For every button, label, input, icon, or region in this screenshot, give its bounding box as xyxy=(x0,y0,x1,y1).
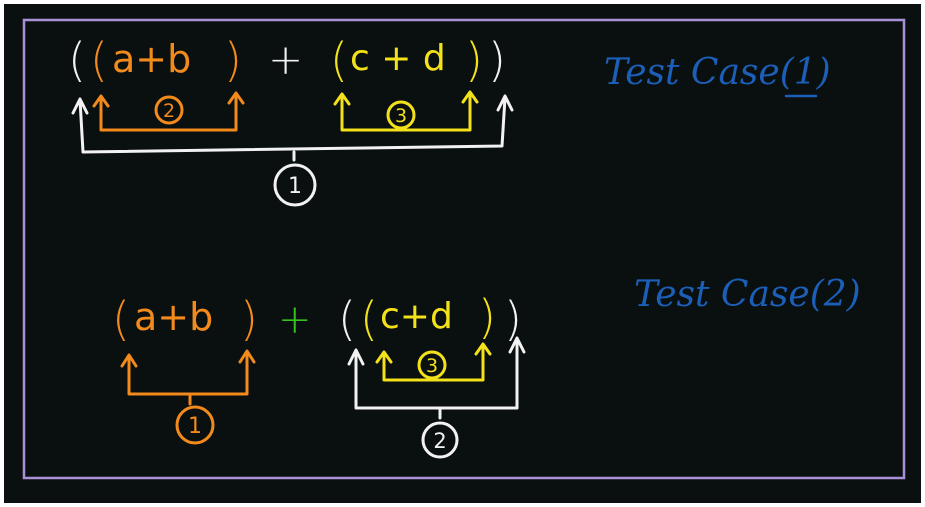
case2-open-outer-paren: ( xyxy=(338,292,356,346)
case2-right-expression: c+d xyxy=(380,296,453,337)
case2-outer-order-number: 2 xyxy=(433,429,446,453)
test-case-1: ( ( a+b ) + ( c + d ) ) 2 3 1 Test Case(… xyxy=(68,33,831,207)
case1-open-right-paren: ( xyxy=(330,33,348,87)
case1-close-left-paren: ) xyxy=(224,33,242,87)
case2-left-expression: a+b xyxy=(134,295,213,339)
case1-right-order-circle xyxy=(386,100,416,130)
case1-right-order-number: 3 xyxy=(395,105,407,127)
case2-close-inner-paren: ) xyxy=(478,290,496,344)
case2-outer-order-circle xyxy=(421,421,459,459)
case1-left-order-circle xyxy=(154,95,184,125)
case1-left-order-number: 2 xyxy=(163,100,175,122)
case1-left-pair-bracket: 2 xyxy=(92,91,245,132)
case2-inner-pair-bracket: 3 xyxy=(375,342,492,382)
case1-operator: + xyxy=(268,35,303,84)
case1-outer-order-circle xyxy=(273,163,317,207)
case1-left-expression: a+b xyxy=(112,37,191,81)
case1-outer-order-number: 1 xyxy=(288,174,302,199)
case2-open-inner-paren: ( xyxy=(360,292,378,346)
case1-right-pair-bracket: 3 xyxy=(333,90,479,132)
case2-inner-order-number: 3 xyxy=(426,355,438,377)
case2-close-left-paren: ) xyxy=(240,292,258,346)
case2-left-pair-bracket: 1 xyxy=(120,349,256,445)
board-background xyxy=(4,4,921,503)
test-case-2: ( a+b ) + ( ( c+d ) ) 1 3 2 Test Case(2) xyxy=(112,274,861,459)
case1-open-left-paren: ( xyxy=(90,33,108,87)
case1-label: Test Case(1) xyxy=(604,52,831,93)
case2-outer-pair-bracket: 2 xyxy=(347,336,526,459)
case1-outer-pair-bracket: 1 xyxy=(71,94,514,207)
case2-left-order-number: 1 xyxy=(188,414,202,439)
case2-operator: + xyxy=(278,297,312,343)
case2-left-order-circle xyxy=(175,405,215,445)
case1-close-right-paren: ) xyxy=(465,33,483,87)
case1-right-expression: c + d xyxy=(350,38,446,79)
case2-label: Test Case(2) xyxy=(634,274,861,315)
case2-open-left-paren: ( xyxy=(112,292,130,346)
case2-close-outer-paren: ) xyxy=(504,292,522,346)
case1-open-outer-paren: ( xyxy=(68,33,86,87)
board-frame xyxy=(22,18,906,480)
case2-inner-order-circle xyxy=(417,350,447,380)
case1-close-outer-paren: ) xyxy=(488,33,506,87)
